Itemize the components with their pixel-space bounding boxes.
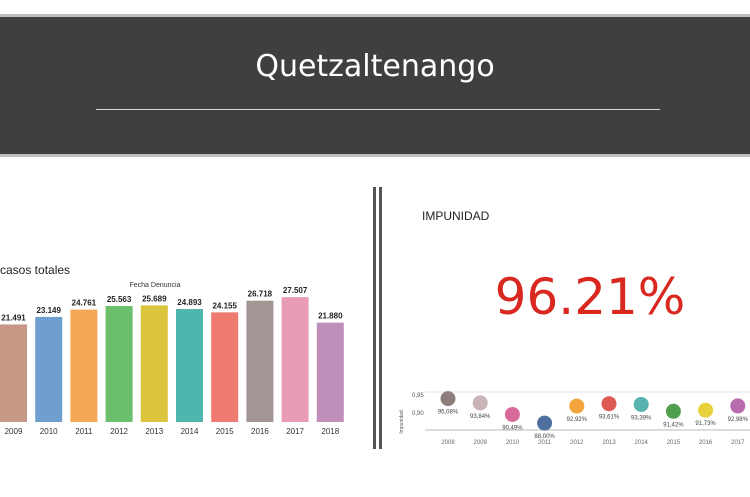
bar-value-label: 21.491 bbox=[1, 313, 26, 322]
dot-category-label: 2015 bbox=[667, 440, 681, 446]
bar-chart-title: Fecha Denuncia bbox=[130, 282, 181, 289]
dot-2010 bbox=[504, 406, 520, 422]
dot-category-label: 2008 bbox=[441, 440, 455, 446]
dot-2009 bbox=[472, 395, 488, 411]
title-underline bbox=[96, 109, 660, 110]
impunidad-label: IMPUNIDAD bbox=[422, 209, 490, 223]
dot-y-tick: 0,95 bbox=[412, 393, 424, 399]
bar-category-label: 2010 bbox=[40, 427, 58, 436]
dot-value-label: 91,42% bbox=[663, 422, 684, 428]
dot-2008 bbox=[440, 391, 456, 407]
bar-category-label: 2011 bbox=[75, 427, 93, 436]
bar-2015 bbox=[211, 312, 239, 422]
dot-value-label: 88,00% bbox=[534, 434, 555, 440]
panel-divider bbox=[373, 187, 376, 449]
dot-category-label: 2010 bbox=[506, 440, 520, 446]
dot-y-axis-label: Impunidad bbox=[399, 410, 405, 434]
bar-category-label: 2012 bbox=[110, 427, 128, 436]
dot-value-label: 92,98% bbox=[728, 417, 749, 423]
dot-value-label: 90,49% bbox=[502, 425, 523, 431]
dot-value-label: 93,39% bbox=[631, 415, 652, 421]
dot-2017 bbox=[730, 398, 746, 414]
bar-2011 bbox=[70, 309, 98, 422]
bar-value-label: 25.689 bbox=[142, 294, 167, 303]
bar-category-label: 2017 bbox=[286, 427, 304, 436]
dot-2011 bbox=[537, 415, 553, 431]
bar-category-label: 2013 bbox=[145, 427, 163, 436]
dot-value-label: 95,08% bbox=[438, 410, 459, 416]
bar-value-label: 24.155 bbox=[212, 301, 237, 310]
bar-2010 bbox=[35, 316, 63, 422]
dot-2014 bbox=[633, 396, 649, 412]
dot-category-label: 2016 bbox=[699, 440, 713, 446]
dot-2015 bbox=[665, 403, 681, 419]
dot-value-label: 93,84% bbox=[470, 414, 491, 420]
bar-value-label: 24.761 bbox=[72, 299, 97, 308]
dot-2016 bbox=[698, 402, 714, 418]
bar-value-label: 23.149 bbox=[36, 306, 61, 315]
bar-2016 bbox=[246, 300, 274, 422]
dot-category-label: 2009 bbox=[474, 440, 488, 446]
impunidad-dot-chart: Impunidad 0,95 0,90 95,08% 2008 93,84% 2009 90,… bbox=[399, 391, 750, 446]
panel-divider-2 bbox=[379, 187, 382, 449]
dot-y-tick: 0,90 bbox=[412, 411, 424, 417]
dot-2012 bbox=[569, 398, 585, 414]
dot-category-label: 2013 bbox=[602, 440, 616, 446]
bar-2012 bbox=[105, 305, 133, 422]
casos-totales-label: casos totales bbox=[0, 263, 71, 277]
bar-value-label: 24.893 bbox=[177, 298, 202, 307]
bar-2017 bbox=[281, 297, 309, 422]
bar-value-label: 21.880 bbox=[318, 312, 343, 321]
dot-value-label: 91,73% bbox=[695, 421, 716, 427]
dot-category-label: 2012 bbox=[570, 440, 584, 446]
header-banner: Quetzaltenango bbox=[0, 14, 750, 157]
dot-category-label: 2014 bbox=[635, 440, 649, 446]
bar-category-label: 2014 bbox=[181, 427, 199, 436]
bar-2013 bbox=[140, 305, 168, 422]
dot-category-label: 2011 bbox=[538, 440, 552, 446]
bar-category-label: 2016 bbox=[251, 427, 269, 436]
dot-value-label: 92,92% bbox=[567, 417, 588, 423]
dot-2013 bbox=[601, 396, 617, 412]
page-title: Quetzaltenango bbox=[255, 49, 495, 84]
bar-2018 bbox=[316, 322, 344, 422]
bar-value-label: 26.718 bbox=[248, 290, 273, 299]
bar-category-label: 2015 bbox=[216, 427, 234, 436]
impunidad-value: 96.21% bbox=[494, 268, 686, 326]
bar-category-label: 2018 bbox=[321, 427, 339, 436]
bar-category-label: 2009 bbox=[5, 427, 23, 436]
bar-2014 bbox=[176, 309, 203, 422]
bar-value-label: 27.507 bbox=[283, 286, 308, 295]
casos-bar-chart: Fecha Denuncia 21.491 2009 23.149 2010 24.761… bbox=[0, 282, 344, 436]
bar-value-label: 25.563 bbox=[107, 295, 132, 304]
bar-2009 bbox=[0, 324, 27, 422]
dot-category-label: 2017 bbox=[731, 440, 745, 446]
dot-value-label: 93,61% bbox=[599, 415, 620, 421]
